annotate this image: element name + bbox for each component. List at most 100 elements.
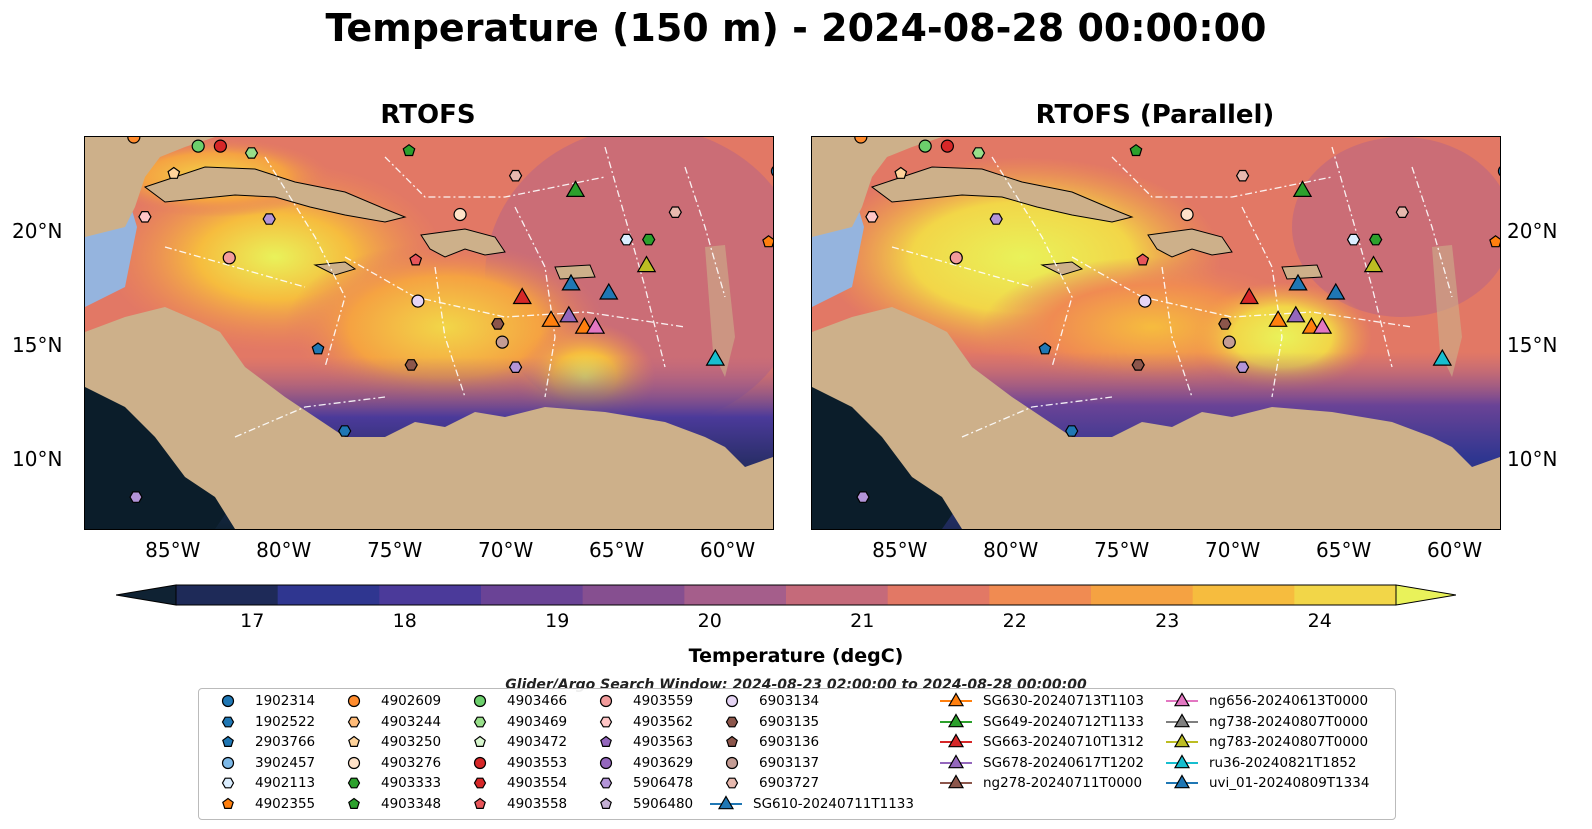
legend-symbol [222,797,234,809]
colorbar-segment [176,585,279,605]
legend-symbol [599,716,613,727]
argo-float-marker [854,137,868,144]
legend-label: 4903244 [381,713,442,730]
legend-label: 4902609 [381,693,442,709]
legend-symbol [725,694,739,708]
argo-float-marker [491,318,505,330]
argo-float-marker [940,139,954,153]
argo-float-marker [1235,361,1250,373]
legend-symbol [1166,692,1198,707]
colorbar-segment [1091,585,1194,605]
figure-title: Temperature (150 m) - 2024-08-28 00:00:0… [325,6,1267,50]
glider-marker [1268,310,1288,327]
legend-symbol [725,756,739,769]
legend-label: 4903558 [507,796,568,812]
legend-label: SG610-20240711T1133 [753,796,914,812]
legend-label: ng656-20240613T0000 [1209,693,1369,709]
legend-symbol [725,777,739,789]
argo-float-marker [262,213,276,225]
glider-marker [1363,255,1384,273]
argo-float-marker [762,235,773,248]
argo-float-marker [619,233,634,246]
legend-symbol [348,797,360,809]
colorbar-segment [481,585,584,605]
colorbar-segment [887,585,990,605]
legend-label: 6903134 [759,693,820,709]
map-panel-rtofs [84,136,774,530]
legend-symbol [222,735,234,748]
y-tick-label: 20°N [1507,218,1558,243]
legend-label: SG678-20240617T1202 [983,754,1144,771]
argo-float-marker [949,251,963,265]
legend-label: 6903135 [759,713,820,730]
argo-float-marker [1138,294,1152,308]
legend-label: 4903348 [381,796,442,812]
legend-symbol [599,777,613,789]
y-tick-label: 20°N [12,218,63,243]
land-hispaniola [420,228,506,258]
legend-label: 5906478 [633,775,694,792]
colorbar-tick-label: 18 [392,610,417,632]
legend-label: ng278-20240711T0000 [983,775,1143,792]
argo-float-marker [770,166,773,177]
land-puerto-rico [1281,264,1323,280]
argo-float-marker [668,206,682,219]
legend-symbol [473,777,487,789]
legend-symbol [347,694,361,708]
argo-float-marker [222,251,236,265]
legend-label: 1902522 [255,713,316,730]
legend-symbol [347,716,361,727]
legend-label: 3902457 [255,754,316,771]
x-tick-label: 70°W [1205,538,1261,562]
eez-boundaries [164,146,726,438]
legend-symbol [599,756,613,769]
argo-float-marker [1235,169,1250,182]
land-hispaniola [1147,228,1233,258]
glider-marker [559,305,579,323]
y-tick-label: 15°N [1507,332,1558,357]
legend-label: 4903554 [507,775,568,792]
legend-symbol [474,735,486,748]
legend-label: 4903276 [381,754,442,771]
argo-float-marker [856,491,870,503]
legend-symbol [725,716,739,727]
legend-symbol [600,735,612,748]
legend-label: 4903466 [507,693,568,709]
legend-symbol [1166,733,1198,748]
legend-label: 4903469 [507,713,568,730]
x-tick-label: 60°W [1426,538,1483,562]
map-canvas-rtofs [85,137,773,529]
x-tick-label: 60°W [699,538,756,562]
colorbar-tick-label: 19 [545,610,570,632]
legend-symbol [473,694,487,708]
argo-float-marker [865,210,879,223]
glider-marker [585,316,606,334]
x-tick-label: 75°W [1094,538,1150,562]
land-lesser-antilles [705,245,735,377]
colorbar-tick-label: 17 [240,610,265,632]
colorbar-segment [786,585,889,605]
land-puerto-rico [554,264,596,280]
land-mexico [812,137,942,237]
argo-float-marker [1038,342,1052,355]
colorbar-tick-label: 20 [697,610,722,632]
legend-symbol [473,716,487,727]
glider-marker [561,273,581,291]
argo-float-marker [1131,359,1145,371]
map-panel-rtofs-parallel [811,136,1501,530]
argo-float-marker [213,139,227,153]
x-tick-label: 80°W [256,538,312,562]
colorbar-tick-label: 24 [1307,610,1332,632]
legend-symbol [1166,774,1198,789]
legend-label: 5906480 [633,796,694,812]
land-jamaica [313,261,357,276]
legend-label: 4903472 [507,734,568,751]
argo-float-marker [1222,335,1236,349]
argo-float-marker [453,207,467,222]
argo-float-marker [1218,318,1232,330]
legend-symbol [348,735,360,748]
glider-marker [1326,282,1346,300]
legend-symbol [221,694,235,708]
argo-float-marker [1369,233,1383,246]
marker-layer [127,137,773,503]
